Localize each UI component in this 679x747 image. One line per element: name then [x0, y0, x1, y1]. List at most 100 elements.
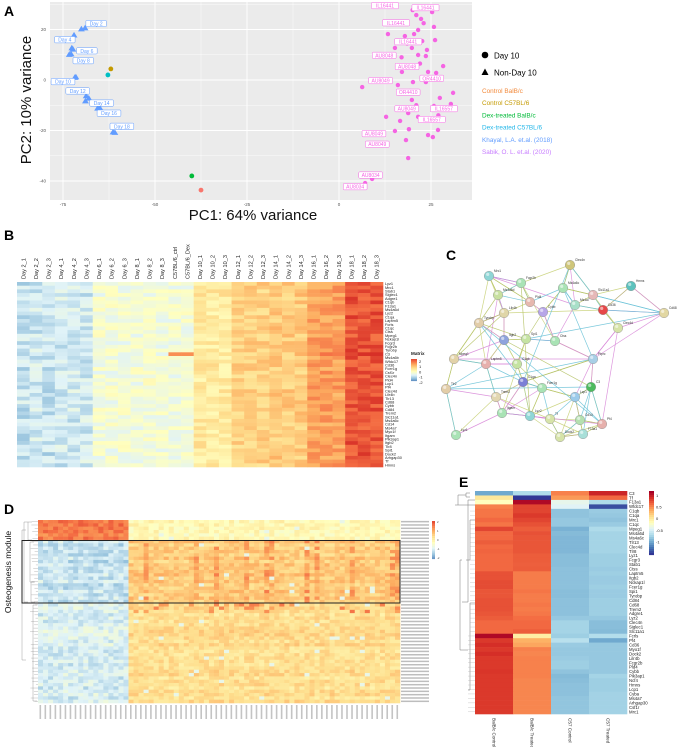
heatmap-cell: [339, 543, 345, 547]
heatmap-cell: [354, 633, 361, 637]
heatmap-cell: [173, 579, 180, 584]
heatmap-cell: [304, 523, 310, 527]
heatmap-cell: [384, 646, 391, 651]
heatmap-cell: [168, 613, 175, 617]
heatmap-cell: [105, 307, 119, 312]
heatmap-cell: [43, 546, 49, 551]
heatmap-cell: [43, 603, 49, 607]
heatmap-cell: [17, 444, 30, 449]
heatmap-cell: [168, 296, 182, 301]
heatmap-cell: [67, 359, 81, 364]
heatmap-cell: [354, 593, 361, 597]
heatmap-cell: [269, 599, 275, 604]
heatmap-cell: [218, 444, 232, 449]
heatmap-cell: [123, 520, 129, 524]
heatmap-cell: [345, 296, 359, 301]
heatmap-cell: [178, 579, 185, 584]
heatmap-cell: [357, 407, 371, 412]
heatmap-cell: [349, 586, 356, 591]
heatmap-cell: [105, 463, 119, 468]
heatmap-cell: [357, 315, 371, 320]
heatmap-cell: [256, 348, 270, 353]
heatmap-cell: [53, 583, 59, 587]
heatmap-cell: [92, 315, 106, 320]
heatmap-cell: [234, 583, 240, 587]
row-label: C1qb: [385, 300, 394, 305]
heatmap-cell: [53, 643, 59, 647]
heatmap-cell: [234, 633, 240, 637]
heatmap-cell: [178, 646, 185, 651]
heatmap-cell: [83, 583, 89, 587]
heatmap-cell: [163, 576, 170, 581]
heatmap-cell: [138, 573, 144, 577]
heatmap-cell: [138, 649, 144, 654]
data-point-sabik: [423, 53, 429, 59]
heatmap-cell: [138, 653, 144, 657]
heatmap-cell: [282, 333, 295, 338]
heatmap-cell: [357, 311, 371, 316]
heatmap-cell: [181, 330, 194, 335]
heatmap-cell: [58, 529, 64, 534]
heatmap-cell: [234, 639, 240, 644]
heatmap-cell: [244, 549, 250, 554]
heatmap-cell: [198, 633, 205, 637]
heatmap-cell: [88, 536, 94, 541]
heatmap-cell: [143, 639, 149, 644]
heatmap-cell: [394, 616, 401, 621]
heatmap-cell: [344, 586, 351, 591]
heatmap-cell: [259, 629, 265, 634]
heatmap-cell: [259, 566, 265, 571]
heatmap-cell: [143, 307, 157, 312]
heatmap-cell: [103, 656, 109, 661]
heatmap-cell: [203, 523, 210, 527]
heatmap-cell: [394, 576, 401, 581]
heatmap-cell: [332, 381, 346, 386]
heatmap-cell: [244, 523, 250, 527]
heatmap-cell: [68, 646, 74, 651]
heatmap-cell: [173, 566, 180, 571]
network-edge: [478, 322, 524, 383]
heatmap-cell: [334, 569, 340, 574]
heatmap-cell: [92, 459, 106, 464]
heatmap-cell: [58, 596, 64, 601]
heatmap-cell: [208, 576, 215, 581]
heatmap-cell: [309, 633, 315, 637]
heatmap-cell: [307, 437, 321, 442]
heatmap-cell: [332, 444, 346, 449]
heatmap-cell: [309, 619, 315, 624]
heatmap-cell: [357, 411, 371, 416]
heatmap-cell: [249, 523, 255, 527]
heatmap-cell: [133, 643, 139, 647]
heatmap-cell: [128, 520, 134, 524]
heatmap-cell: [374, 563, 381, 567]
heatmap-cell: [138, 563, 144, 567]
heatmap-cell: [309, 616, 315, 621]
heatmap-cell: [314, 546, 320, 551]
heatmap-cell: [239, 539, 245, 544]
heatmap-cell: [294, 378, 308, 383]
heatmap-cell: [80, 389, 94, 394]
heatmap-cell: [117, 359, 131, 364]
heatmap-cell: [54, 378, 68, 383]
heatmap-cell: [206, 315, 220, 320]
heatmap-cell: [158, 656, 164, 661]
heatmap-cell: [269, 367, 283, 372]
heatmap-cell: [155, 363, 169, 368]
heatmap-cell: [304, 649, 310, 654]
heatmap-cell: [181, 441, 194, 446]
heatmap-cell: [264, 546, 270, 551]
network-node: [537, 383, 548, 394]
heatmap-cell: [158, 593, 164, 597]
heatmap-cell: [224, 533, 230, 537]
heatmap-cell: [67, 415, 81, 420]
heatmap-cell: [103, 606, 109, 611]
heatmap-cell: [108, 523, 114, 527]
heatmap-cell: [299, 566, 305, 571]
heatmap-cell: [239, 549, 245, 554]
heatmap-cell: [168, 307, 182, 312]
heatmap-cell: [244, 599, 250, 604]
heatmap-cell: [274, 626, 280, 631]
heatmap-cell: [188, 576, 195, 581]
heatmap-cell: [329, 626, 335, 631]
heatmap-cell: [208, 623, 215, 627]
